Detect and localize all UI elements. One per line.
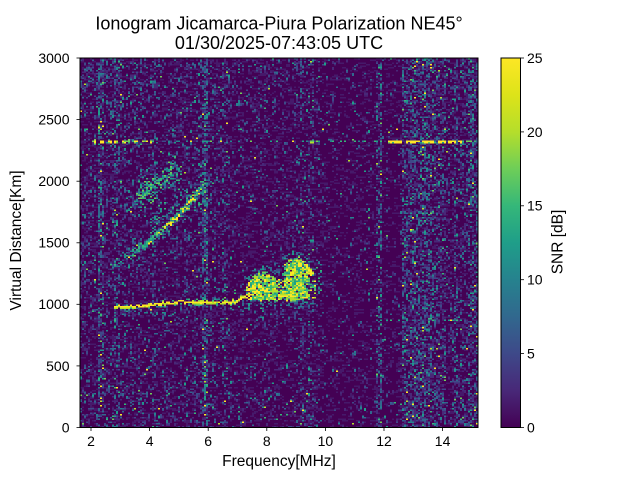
svg-text:2: 2 <box>87 433 95 449</box>
svg-text:6: 6 <box>204 433 212 449</box>
svg-text:0: 0 <box>527 419 535 435</box>
svg-text:3000: 3000 <box>38 50 69 66</box>
svg-text:20: 20 <box>527 124 543 140</box>
svg-text:25: 25 <box>527 50 543 66</box>
svg-text:SNR [dB]: SNR [dB] <box>550 210 567 275</box>
svg-text:0: 0 <box>62 419 70 435</box>
svg-text:10: 10 <box>318 433 334 449</box>
svg-text:8: 8 <box>263 433 271 449</box>
svg-text:1500: 1500 <box>38 235 69 251</box>
svg-text:12: 12 <box>376 433 392 449</box>
svg-text:4: 4 <box>146 433 154 449</box>
svg-text:15: 15 <box>527 198 543 214</box>
svg-text:01/30/2025-07:43:05 UTC: 01/30/2025-07:43:05 UTC <box>175 33 383 53</box>
svg-text:10: 10 <box>527 272 543 288</box>
svg-text:2000: 2000 <box>38 173 69 189</box>
svg-text:1000: 1000 <box>38 296 69 312</box>
svg-text:Ionogram Jicamarca-Piura Polar: Ionogram Jicamarca-Piura Polarization NE… <box>95 14 462 34</box>
svg-text:Frequency[MHz]: Frequency[MHz] <box>222 453 336 470</box>
svg-text:14: 14 <box>435 433 451 449</box>
svg-text:500: 500 <box>46 358 70 374</box>
svg-text:Virtual Distance[Km]: Virtual Distance[Km] <box>8 170 25 310</box>
svg-text:5: 5 <box>527 346 535 362</box>
svg-text:2500: 2500 <box>38 112 69 128</box>
